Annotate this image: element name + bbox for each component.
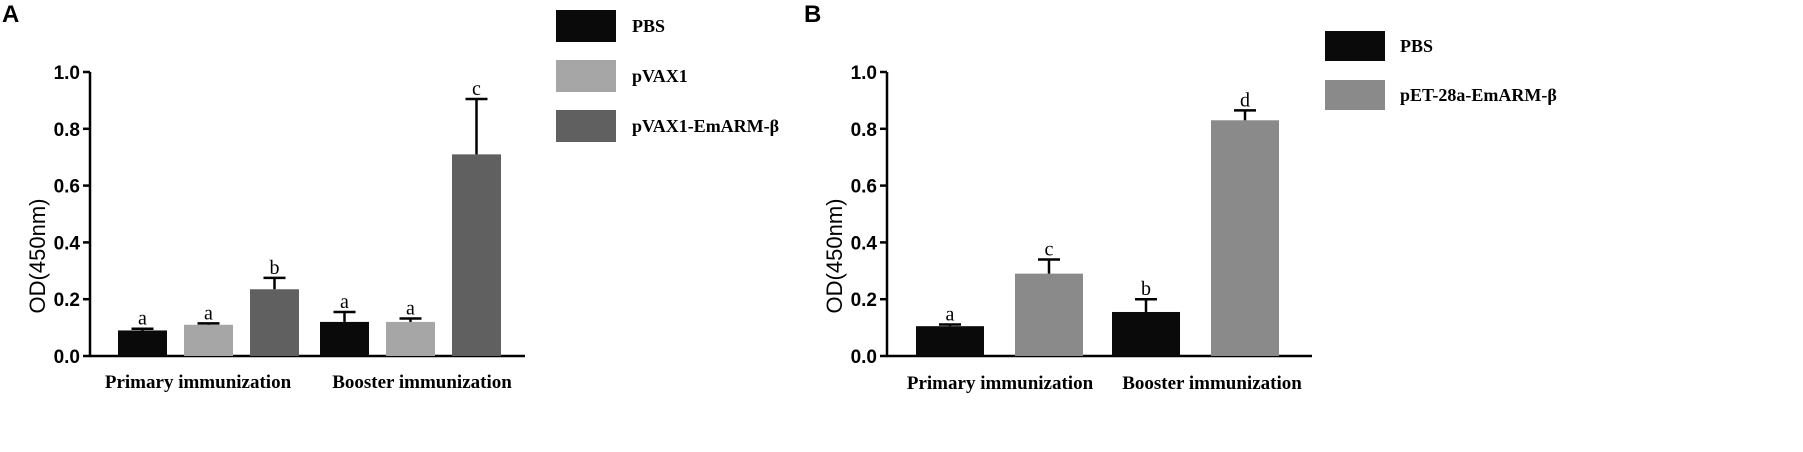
panel-a-category-labels: Primary immunization Booster immunization <box>105 372 512 393</box>
y-tick-label: 0.6 <box>851 177 877 198</box>
significance-label: b <box>1141 278 1151 300</box>
panel-a-letter: A <box>2 1 19 28</box>
legend-swatch <box>1325 31 1385 61</box>
panel-b: B OD(450nm) 0.0 0.2 0.4 0.6 0.8 1.0 a c b d Prim… <box>804 1 1557 394</box>
legend-swatch <box>556 60 616 92</box>
panel-b-axes: 0.0 0.2 0.4 0.6 0.8 1.0 <box>851 63 1312 368</box>
bar <box>452 154 501 356</box>
y-tick-label: 1.0 <box>851 63 877 84</box>
x-category-label: Booster immunization <box>1122 373 1302 394</box>
legend-label: pVAX1 <box>632 66 688 86</box>
panel-b-letter: B <box>804 1 821 28</box>
panel-b-bars: a c b d <box>916 89 1279 356</box>
y-tick-label: 0.2 <box>851 290 877 311</box>
y-tick-label: 0.8 <box>54 120 80 141</box>
bar <box>184 324 233 356</box>
legend-swatch <box>556 110 616 142</box>
significance-label: a <box>340 291 349 313</box>
significance-label: d <box>1240 89 1250 111</box>
bar <box>118 330 167 356</box>
significance-label: c <box>472 78 481 100</box>
panel-a: A OD(450nm) 0.0 0.2 0.4 0.6 0.8 1.0 a a b a a c Pr… <box>2 1 779 393</box>
significance-label: b <box>270 257 280 279</box>
panel-a-y-axis-label: OD(450nm) <box>25 199 50 314</box>
y-tick-label: 0.0 <box>851 347 877 368</box>
legend-label: pVAX1-EmARM-β <box>632 116 779 136</box>
y-tick-label: 1.0 <box>54 63 80 84</box>
x-category-label: Booster immunization <box>332 372 512 393</box>
bar <box>1112 311 1180 356</box>
y-tick-label: 0.4 <box>851 233 878 254</box>
bar <box>386 321 435 356</box>
panel-a-bars: a a b a a c <box>118 78 501 356</box>
panel-b-y-axis-label: OD(450nm) <box>822 199 847 314</box>
panel-b-category-labels: Primary immunization Booster immunization <box>907 373 1302 394</box>
y-tick-label: 0.0 <box>54 347 80 368</box>
y-tick-label: 0.4 <box>54 233 81 254</box>
legend-label: PBS <box>1400 36 1433 56</box>
legend-label: pET-28a-EmARM-β <box>1400 85 1557 105</box>
y-tick-label: 0.2 <box>54 290 80 311</box>
bar <box>250 289 299 356</box>
y-tick-label: 0.6 <box>54 177 80 198</box>
panel-a-legend: PBS pVAX1 pVAX1-EmARM-β <box>556 10 779 142</box>
bar <box>1015 273 1083 356</box>
significance-label: a <box>946 303 955 325</box>
legend-swatch <box>1325 80 1385 110</box>
significance-label: c <box>1045 238 1054 260</box>
legend-swatch <box>556 10 616 42</box>
bar <box>320 321 369 356</box>
significance-label: a <box>406 298 415 320</box>
legend-label: PBS <box>632 16 665 36</box>
significance-label: a <box>138 308 147 330</box>
y-tick-label: 0.8 <box>851 120 877 141</box>
bar <box>916 326 984 356</box>
significance-label: a <box>204 302 213 324</box>
bar <box>1211 120 1279 356</box>
x-category-label: Primary immunization <box>105 372 292 393</box>
x-category-label: Primary immunization <box>907 373 1094 394</box>
panel-b-legend: PBS pET-28a-EmARM-β <box>1325 31 1557 110</box>
